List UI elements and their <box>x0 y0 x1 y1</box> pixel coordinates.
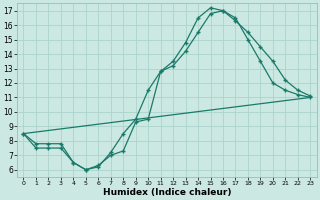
X-axis label: Humidex (Indice chaleur): Humidex (Indice chaleur) <box>103 188 231 197</box>
